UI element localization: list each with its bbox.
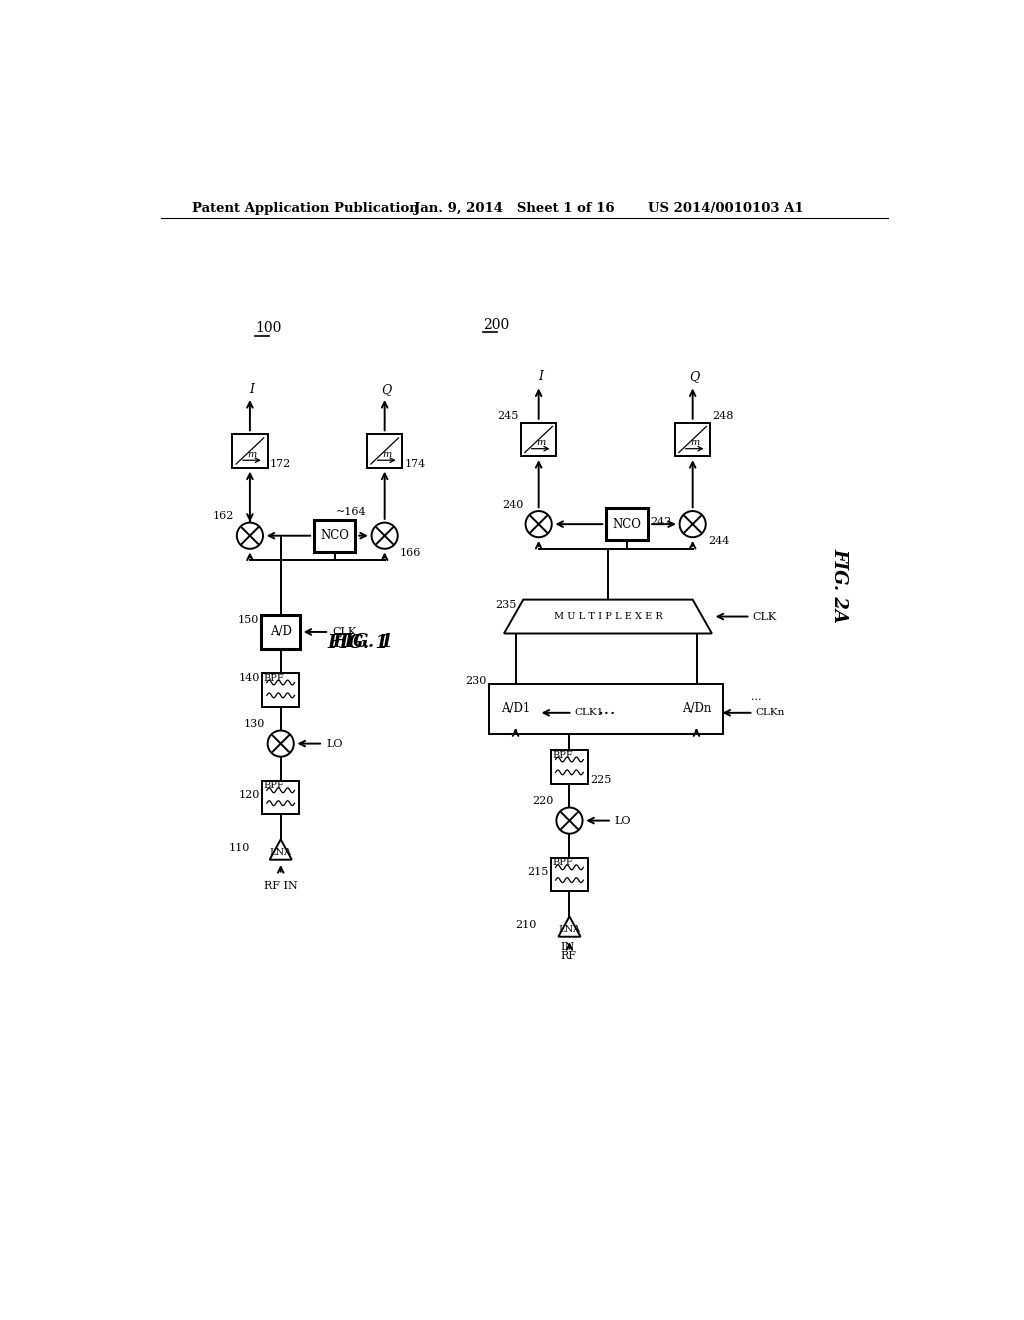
Polygon shape	[269, 840, 292, 859]
Bar	[262, 780, 299, 814]
Polygon shape	[504, 599, 712, 634]
Text: RF IN: RF IN	[264, 880, 298, 891]
Text: A/D: A/D	[269, 626, 292, 639]
Text: 245: 245	[498, 412, 518, 421]
Text: m: m	[690, 438, 699, 447]
Text: 166: 166	[400, 548, 422, 557]
Text: 235: 235	[496, 599, 517, 610]
Text: m: m	[537, 438, 546, 447]
Bar	[551, 750, 588, 784]
Bar	[551, 858, 588, 891]
Bar	[261, 615, 300, 649]
Text: LNA: LNA	[269, 847, 292, 857]
Text: 210: 210	[516, 920, 538, 929]
Text: FIG. 2A: FIG. 2A	[830, 548, 848, 623]
Polygon shape	[558, 916, 581, 937]
Text: 130: 130	[244, 719, 265, 730]
Text: LNA: LNA	[558, 925, 581, 933]
Text: I: I	[249, 383, 254, 396]
Text: Patent Application Publication: Patent Application Publication	[193, 202, 419, 215]
Bar	[674, 690, 719, 727]
Text: 140: 140	[239, 673, 260, 682]
Text: Q: Q	[381, 383, 391, 396]
Text: m: m	[248, 450, 257, 459]
Bar	[489, 684, 723, 734]
Text: M U L T I P L E X E R: M U L T I P L E X E R	[554, 612, 663, 620]
Text: BPF: BPF	[553, 751, 573, 759]
Text: 120: 120	[239, 791, 260, 800]
Text: RF: RF	[560, 952, 575, 961]
Text: A/D1: A/D1	[501, 702, 530, 715]
Text: CLK: CLK	[333, 627, 356, 638]
Text: CLKn: CLKn	[756, 709, 785, 717]
Bar	[313, 520, 355, 552]
Text: 174: 174	[404, 459, 426, 469]
Circle shape	[237, 523, 263, 549]
Text: 244: 244	[708, 536, 729, 546]
Text: 172: 172	[270, 459, 291, 469]
Text: IN: IN	[561, 942, 575, 952]
Text: 215: 215	[527, 867, 549, 878]
Bar	[521, 422, 556, 457]
Text: LO: LO	[614, 816, 632, 825]
Text: 240: 240	[502, 500, 523, 510]
Text: CLK: CLK	[753, 611, 777, 622]
Circle shape	[267, 730, 294, 756]
Circle shape	[372, 523, 397, 549]
Text: 220: 220	[532, 796, 554, 807]
Text: I: I	[538, 370, 543, 383]
Text: 162: 162	[213, 511, 234, 521]
Bar	[675, 422, 711, 457]
Text: LO: LO	[326, 739, 343, 748]
Text: ...: ...	[597, 700, 615, 718]
Text: 200: 200	[483, 318, 510, 331]
Text: CLK1: CLK1	[574, 709, 604, 717]
Text: Q: Q	[689, 370, 699, 383]
Text: NCO: NCO	[321, 529, 349, 543]
Text: ...: ...	[751, 693, 761, 702]
Text: 150: 150	[238, 615, 259, 624]
Bar	[494, 690, 538, 727]
Text: 110: 110	[228, 842, 250, 853]
Text: 248: 248	[713, 412, 734, 421]
Text: ~164: ~164	[336, 507, 367, 517]
Text: BPF: BPF	[264, 781, 285, 791]
Text: 242: 242	[650, 517, 672, 527]
Circle shape	[525, 511, 552, 537]
Text: A/Dn: A/Dn	[682, 702, 712, 715]
Bar	[367, 434, 402, 469]
Text: 225: 225	[590, 775, 611, 785]
Text: FIG. 1: FIG. 1	[333, 634, 393, 651]
Text: 100: 100	[255, 322, 282, 335]
Bar	[606, 508, 648, 540]
Circle shape	[680, 511, 706, 537]
Text: 230: 230	[466, 676, 487, 686]
Circle shape	[556, 808, 583, 834]
Text: FIG. 1: FIG. 1	[328, 635, 388, 652]
Text: US 2014/0010103 A1: US 2014/0010103 A1	[648, 202, 804, 215]
Text: NCO: NCO	[612, 517, 642, 531]
Text: m: m	[382, 450, 391, 459]
Text: Jan. 9, 2014   Sheet 1 of 16: Jan. 9, 2014 Sheet 1 of 16	[414, 202, 614, 215]
Text: BPF: BPF	[264, 673, 285, 682]
Text: BPF: BPF	[553, 858, 573, 867]
Bar	[262, 673, 299, 706]
Bar	[232, 434, 267, 469]
